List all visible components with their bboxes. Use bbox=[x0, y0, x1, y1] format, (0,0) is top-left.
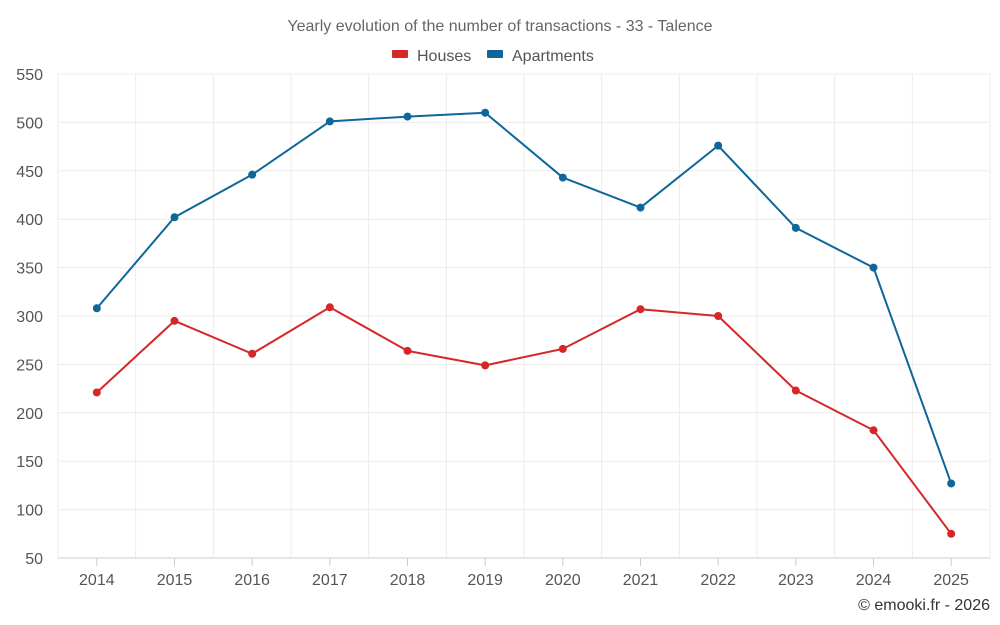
legend-swatch-houses[interactable] bbox=[392, 50, 408, 58]
y-tick-label: 550 bbox=[16, 67, 43, 84]
x-tick-label: 2020 bbox=[545, 572, 581, 589]
y-tick-label: 150 bbox=[16, 454, 43, 471]
data-point-apartments[interactable] bbox=[636, 203, 645, 212]
data-point-houses[interactable] bbox=[170, 316, 179, 325]
y-tick-label: 400 bbox=[16, 212, 43, 229]
data-point-houses[interactable] bbox=[481, 361, 490, 370]
data-point-houses[interactable] bbox=[558, 344, 567, 353]
data-point-apartments[interactable] bbox=[714, 141, 723, 150]
data-point-apartments[interactable] bbox=[248, 170, 257, 179]
data-point-apartments[interactable] bbox=[481, 108, 490, 117]
series-line-apartments bbox=[96, 111, 953, 484]
series-houses bbox=[92, 303, 956, 538]
x-tick-label: 2014 bbox=[79, 572, 115, 589]
x-tick-label: 2019 bbox=[467, 572, 503, 589]
x-tick-label: 2022 bbox=[700, 572, 736, 589]
chart-title: Yearly evolution of the number of transa… bbox=[287, 18, 712, 35]
y-tick-label: 50 bbox=[25, 551, 43, 568]
x-tick-label: 2024 bbox=[856, 572, 892, 589]
x-tick-label: 2023 bbox=[778, 572, 814, 589]
data-point-houses[interactable] bbox=[791, 386, 800, 395]
data-point-apartments[interactable] bbox=[947, 479, 956, 488]
x-tick-label: 2016 bbox=[234, 572, 270, 589]
data-point-houses[interactable] bbox=[636, 305, 645, 314]
y-tick-label: 250 bbox=[16, 357, 43, 374]
data-point-houses[interactable] bbox=[947, 529, 956, 538]
legend-swatch-apartments[interactable] bbox=[487, 50, 503, 58]
grid bbox=[57, 73, 991, 559]
data-point-apartments[interactable] bbox=[92, 304, 101, 313]
y-tick-label: 100 bbox=[16, 503, 43, 520]
legend[interactable]: Houses Apartments bbox=[392, 48, 594, 65]
data-point-houses[interactable] bbox=[248, 349, 257, 358]
data-point-apartments[interactable] bbox=[170, 213, 179, 222]
y-tick-label: 200 bbox=[16, 406, 43, 423]
data-point-apartments[interactable] bbox=[869, 263, 878, 272]
series-line-houses bbox=[96, 306, 952, 535]
data-point-apartments[interactable] bbox=[558, 173, 567, 182]
y-tick-label: 350 bbox=[16, 261, 43, 278]
y-tick-label: 450 bbox=[16, 164, 43, 181]
data-point-houses[interactable] bbox=[714, 312, 723, 320]
x-tick-label: 2021 bbox=[623, 572, 659, 589]
data-point-houses[interactable] bbox=[403, 346, 412, 355]
y-tick-label: 300 bbox=[16, 309, 43, 326]
data-point-houses[interactable] bbox=[92, 388, 101, 397]
data-point-houses[interactable] bbox=[869, 426, 878, 435]
x-tick-label: 2018 bbox=[390, 572, 426, 589]
data-point-apartments[interactable] bbox=[403, 112, 412, 121]
data-point-apartments[interactable] bbox=[791, 223, 800, 232]
x-tick-label: 2017 bbox=[312, 572, 348, 589]
data-point-apartments[interactable] bbox=[325, 117, 334, 126]
data-point-houses[interactable] bbox=[325, 303, 334, 312]
legend-label-apartments[interactable]: Apartments bbox=[512, 48, 594, 65]
series-layer bbox=[92, 108, 956, 538]
y-tick-label: 500 bbox=[16, 115, 43, 132]
legend-label-houses[interactable]: Houses bbox=[417, 48, 471, 65]
x-tick-label: 2025 bbox=[933, 572, 969, 589]
x-tick-label: 2015 bbox=[157, 572, 193, 589]
series-apartments bbox=[92, 108, 956, 488]
credit-text: © emooki.fr - 2026 bbox=[858, 597, 990, 614]
axes: 50 100 150 200 250 300 350 400 450 500 550 2014 2015… bbox=[16, 67, 990, 589]
